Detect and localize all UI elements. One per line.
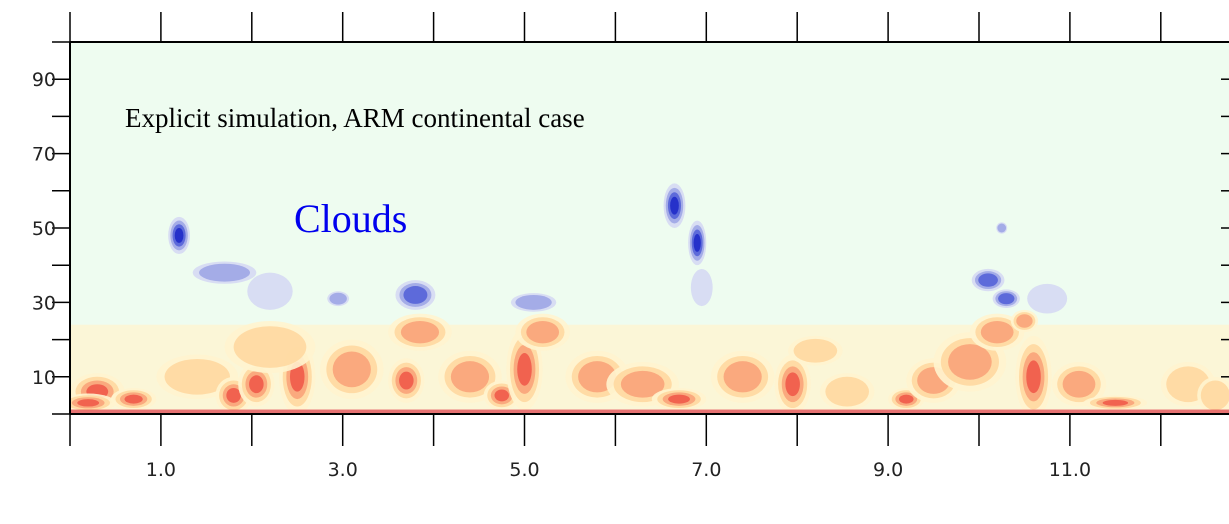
cloud-cell-10-level-2: [998, 293, 1015, 305]
cloud-cell-9-level-2: [978, 273, 998, 287]
y-tick-label-50: 50: [32, 218, 56, 240]
boundary-layer-cell-18-level-2: [723, 361, 762, 393]
cloud-cell-12-level-0: [1027, 283, 1068, 314]
boundary-layer-cell-17-level-3: [668, 394, 690, 404]
cloud-cell-3-level-1: [329, 292, 347, 305]
boundary-layer-cell-3-level-1: [164, 358, 230, 395]
boundary-layer-cell-13-level-3: [517, 352, 532, 386]
boundary-layer-cell-20-level-1: [793, 338, 838, 363]
x-tick-label-3.0: 3.0: [328, 459, 358, 481]
case-annotation: Explicit simulation, ARM continental cas…: [125, 103, 585, 133]
clouds-annotation: Clouds: [294, 196, 407, 241]
boundary-layer-cell-24-level-2: [948, 344, 992, 380]
x-tick-label-1.0: 1.0: [146, 459, 176, 481]
boundary-layer-cell-9-level-3: [399, 371, 414, 390]
x-tick-label-9.0: 9.0: [873, 459, 903, 481]
cloud-cell-4-level-2: [403, 286, 428, 304]
cloud-cell-11-level-1: [997, 223, 1007, 233]
boundary-layer-cell-8-level-2: [332, 351, 371, 388]
y-tick-label-70: 70: [32, 144, 56, 166]
boundary-layer-cell-2-level-3: [124, 394, 143, 404]
cloud-cell-5-level-1: [515, 294, 552, 310]
x-tick-label-7.0: 7.0: [691, 459, 721, 481]
cloud-cell-2-level-0: [247, 272, 293, 310]
y-tick-label-10: 10: [32, 367, 56, 389]
boundary-layer-cell-22-level-3: [899, 394, 914, 404]
y-tick-label-30: 30: [32, 292, 56, 314]
boundary-layer-cell-4-level-3: [226, 387, 241, 403]
boundary-layer-cell-7-level-1: [233, 326, 307, 368]
surface-layer-strip: [70, 409, 1229, 414]
boundary-layer-cell-14-level-2: [526, 321, 560, 344]
boundary-layer-cell-26-level-3: [1026, 360, 1041, 394]
boundary-layer-cell-5-level-3: [249, 375, 264, 394]
y-tick-label-90: 90: [32, 69, 56, 91]
cloud-cell-1-level-1: [199, 263, 250, 282]
boundary-layer-cell-11-level-2: [450, 361, 490, 393]
heatmap-field: [70, 183, 1229, 414]
boundary-layer-cell-12-level-3: [494, 389, 510, 402]
boundary-layer-cell-10-level-2: [400, 321, 440, 344]
boundary-layer-cell-31-level-1: [1200, 380, 1229, 411]
boundary-layer-cell-6-level-3: [289, 361, 305, 392]
boundary-layer-cell-27-level-2: [1016, 314, 1033, 328]
cloud-cell-6-level-3: [670, 196, 679, 215]
boundary-layer-cell-28-level-2: [1062, 370, 1096, 398]
x-tick-label-11.0: 11.0: [1049, 459, 1091, 481]
x-tick-label-5.0: 5.0: [509, 459, 539, 481]
cloud-cell-0-level-3: [174, 228, 184, 243]
boundary-layer-cell-29-level-3: [1102, 399, 1129, 406]
boundary-layer-cell-19-level-3: [785, 372, 800, 397]
boundary-layer-cell-21-level-1: [825, 376, 870, 407]
boundary-layer-cell-25-level-2: [980, 321, 1014, 344]
axis-ticks: 1.0 3.0 5.0 7.0 9.0 11.0 10 30 50 70 90: [32, 12, 1229, 481]
cloud-cell-7-level-3: [693, 233, 701, 252]
cloud-cell-8-level-0: [690, 268, 713, 307]
boundary-layer-cell-16-level-2: [620, 370, 665, 398]
boundary-layer-cell-1-level-3: [77, 399, 100, 407]
